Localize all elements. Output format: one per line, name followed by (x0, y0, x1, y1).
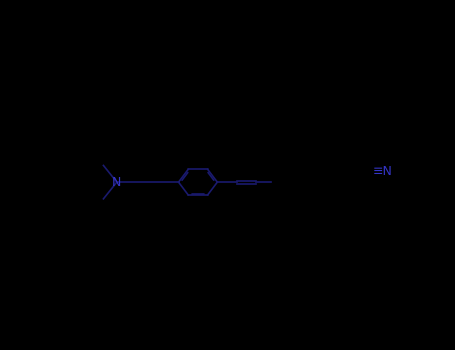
Text: ≡N: ≡N (373, 165, 392, 178)
Text: N: N (112, 176, 121, 189)
